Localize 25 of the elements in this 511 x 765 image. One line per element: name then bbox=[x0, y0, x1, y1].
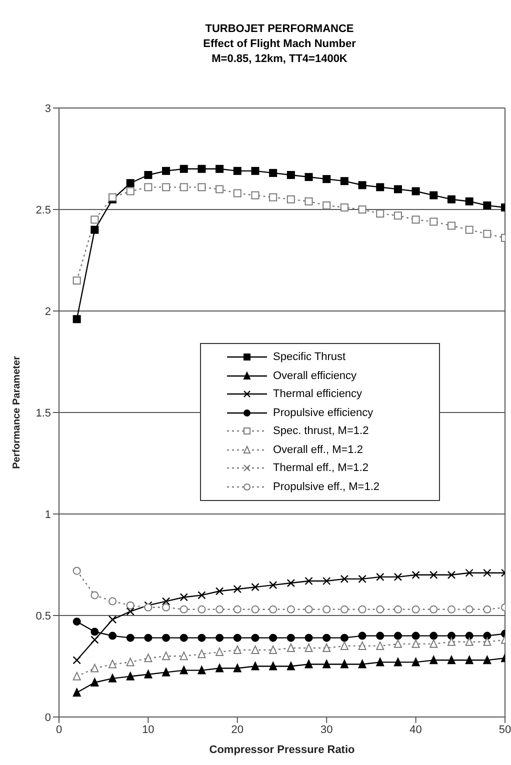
x-tick-label: 40 bbox=[410, 724, 422, 736]
y-tick-label: 0.5 bbox=[36, 610, 51, 622]
x-axis-title: Compressor Pressure Ratio bbox=[209, 744, 356, 756]
y-tick-label: 3 bbox=[44, 102, 51, 115]
y-tick-label: 0 bbox=[44, 712, 51, 724]
legend-label: Thermal efficiency bbox=[273, 388, 362, 400]
y-axis-title: Performance Parameter bbox=[12, 356, 23, 469]
legend-label: Propulsive eff., M=1.2 bbox=[273, 480, 380, 493]
legend-label: Propulsive efficiency bbox=[273, 406, 374, 419]
chart-title: TURBOJET PERFORMANCE bbox=[204, 22, 355, 37]
y-tick-label: 1.5 bbox=[36, 407, 51, 420]
y-tick-label: 2 bbox=[44, 306, 51, 318]
legend-label: Spec. thrust, M=1.2 bbox=[273, 425, 369, 438]
legend-label: Thermal eff., M=1.2 bbox=[273, 462, 368, 474]
x-tick-label: 0 bbox=[56, 724, 62, 736]
legend-label: Overall efficiency bbox=[273, 370, 357, 382]
legend-label: Overall eff., M=1.2 bbox=[273, 444, 363, 456]
legend-label: Specific Thrust bbox=[273, 351, 346, 364]
x-tick-label: 20 bbox=[231, 724, 244, 736]
x-tick-label: 10 bbox=[142, 724, 154, 736]
y-tick-label: 1 bbox=[44, 508, 51, 521]
y-tick-label: 2.5 bbox=[36, 204, 51, 216]
chart-subtitle: Effect of Flight Mach Number M=0.85, 12km, TT4=1400K bbox=[202, 37, 357, 67]
x-tick-label: 30 bbox=[320, 724, 333, 736]
x-tick-label: 50 bbox=[498, 724, 511, 736]
